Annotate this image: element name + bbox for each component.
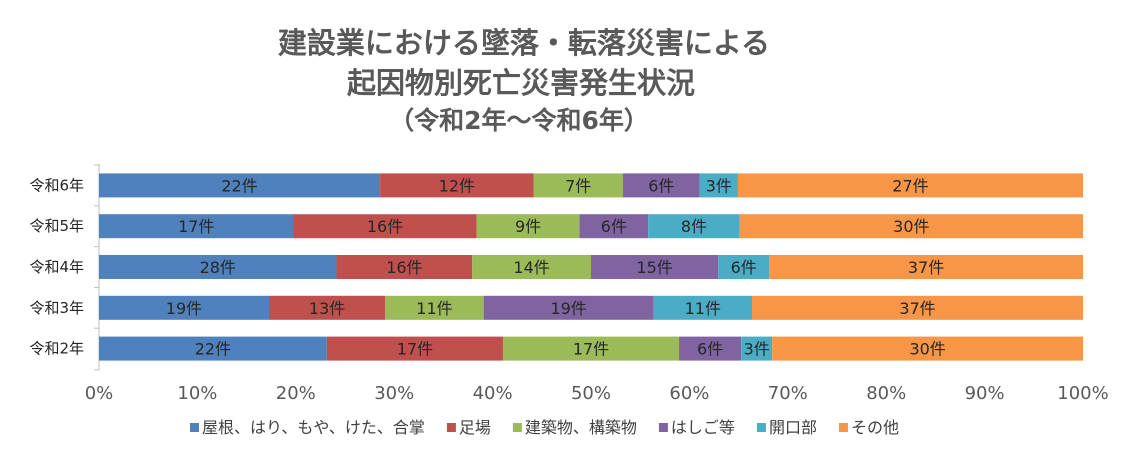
- x-tick-label: 40%: [473, 383, 513, 404]
- x-tick-label: 100%: [1057, 383, 1108, 404]
- chart-title-line-1: 建設業における墜落・転落災害による: [278, 26, 770, 60]
- chart-title-line-2: 起因物別死亡災害発生状況: [347, 66, 695, 100]
- bar-segment: [648, 214, 740, 239]
- data-label: 22件: [221, 176, 257, 195]
- bar-segment: [653, 295, 753, 320]
- x-tick-label: 70%: [768, 383, 808, 404]
- bar-segment: [472, 255, 591, 279]
- data-label: 37件: [908, 258, 944, 277]
- legend-label: はしご等: [671, 418, 735, 437]
- bar-segment: [483, 295, 654, 320]
- data-label: 3件: [744, 340, 770, 359]
- legend-swatch: [190, 423, 199, 432]
- bar-segment: [326, 336, 503, 361]
- x-tick-label: 80%: [866, 383, 906, 404]
- data-label: 3件: [706, 176, 732, 195]
- bar-segment: [336, 255, 473, 279]
- bar-segment: [679, 336, 742, 361]
- bar-segment: [718, 255, 770, 279]
- data-label: 11件: [685, 299, 721, 318]
- bar-segment: [380, 173, 534, 198]
- bar-segment: [99, 295, 269, 320]
- bar-segment: [533, 173, 623, 198]
- legend-label: その他: [851, 418, 899, 437]
- data-label: 15件: [636, 258, 672, 277]
- data-label: 13件: [309, 299, 345, 318]
- category-label: 令和2年: [29, 340, 84, 358]
- category-label: 令和3年: [29, 299, 84, 317]
- bar-segment: [99, 255, 337, 279]
- x-tick-label: 10%: [177, 383, 217, 404]
- category-label: 令和5年: [29, 217, 84, 235]
- data-label: 27件: [892, 176, 928, 195]
- x-tick-label: 0%: [85, 383, 114, 404]
- legend-swatch: [756, 423, 766, 432]
- x-tick-label: 50%: [571, 383, 611, 404]
- data-label: 17件: [397, 340, 433, 359]
- data-label: 30件: [909, 340, 945, 359]
- bar-segment: [737, 173, 1083, 198]
- bar-segment: [741, 336, 773, 361]
- x-tick-label: 20%: [276, 383, 316, 404]
- data-label: 19件: [550, 299, 586, 318]
- bar-segment: [99, 173, 381, 198]
- data-label: 19件: [166, 299, 202, 318]
- legend-label: 建築物、構築物: [525, 418, 637, 437]
- data-label: 30件: [893, 217, 929, 236]
- bar-segment: [772, 336, 1083, 361]
- data-label: 16件: [367, 217, 403, 236]
- legend-label: 足場: [459, 418, 491, 437]
- legend-label: 開口部: [769, 418, 817, 437]
- bar-segment: [622, 173, 700, 198]
- bar-segment: [502, 336, 680, 361]
- data-label: 6件: [697, 340, 723, 359]
- data-label: 37件: [899, 299, 935, 318]
- bar-segment: [476, 214, 580, 239]
- data-label: 6件: [601, 217, 627, 236]
- data-label: 9件: [515, 217, 541, 236]
- bar-segment: [99, 214, 294, 239]
- legend: 屋根、はり、もや、けた、合掌 足場 建築物、構築物 はしご等 開口部 その他: [190, 418, 899, 437]
- category-label: 令和4年: [29, 258, 84, 276]
- bar-segment: [268, 295, 386, 320]
- data-label: 22件: [195, 340, 231, 359]
- bar-segment: [752, 295, 1083, 320]
- category-label: 令和6年: [29, 176, 84, 194]
- legend-swatch: [838, 423, 848, 432]
- data-label: 7件: [565, 176, 591, 195]
- chart-title-line-3: （令和2年～令和6年）: [389, 106, 649, 135]
- x-tick-label: 30%: [374, 383, 414, 404]
- data-label: 6件: [731, 258, 757, 277]
- data-label: 16件: [386, 258, 422, 277]
- bar-segment: [579, 214, 649, 239]
- data-label: 11件: [416, 299, 452, 318]
- bar-segment: [99, 336, 327, 361]
- legend-swatch: [658, 423, 668, 432]
- legend-label: 屋根、はり、もや、けた、合掌: [202, 418, 425, 437]
- data-label: 28件: [200, 258, 236, 277]
- data-label: 6件: [648, 176, 674, 195]
- x-tick-label: 90%: [965, 383, 1005, 404]
- legend-swatch: [446, 423, 456, 432]
- x-tick-label: 60%: [669, 383, 709, 404]
- data-label: 14件: [513, 258, 549, 277]
- bar-segment: [739, 214, 1083, 239]
- bar-segment: [293, 214, 477, 239]
- data-label: 17件: [178, 217, 214, 236]
- bar-segment: [699, 173, 738, 198]
- bar-segment: [769, 255, 1083, 279]
- bar-segment: [385, 295, 484, 320]
- bar-segment: [591, 255, 719, 279]
- legend-swatch: [512, 423, 522, 432]
- data-label: 8件: [681, 217, 707, 236]
- data-label: 12件: [439, 176, 475, 195]
- data-label: 17件: [573, 340, 609, 359]
